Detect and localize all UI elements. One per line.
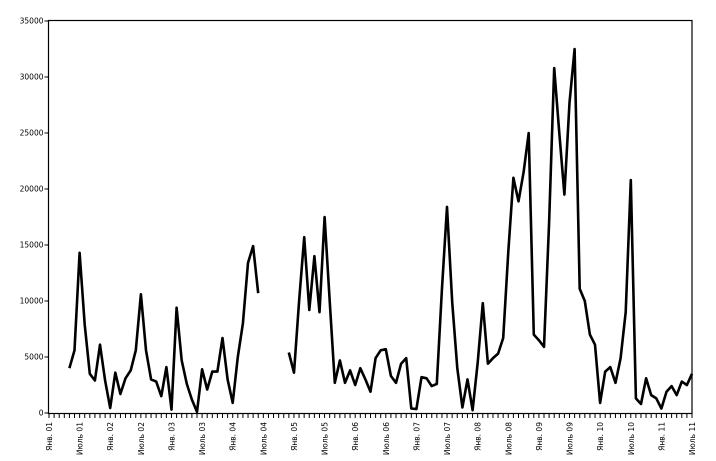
y-axis: 0 5000 10000 15000 20000 25000 30000 35000 <box>20 17 49 418</box>
x-tick-label: Июль 11 <box>688 422 697 455</box>
y-tick-label: 10000 <box>20 297 44 306</box>
x-tick-label: Июль 02 <box>137 422 146 455</box>
x-tick-label: Июль 09 <box>566 422 575 455</box>
x-tick-label: Янв. 02 <box>106 422 115 451</box>
y-tick-label: 20000 <box>20 185 44 194</box>
y-tick-label: 15000 <box>20 241 44 250</box>
x-tick-label: Янв. 09 <box>535 422 544 451</box>
x-tick-label: Янв. 10 <box>596 422 605 451</box>
x-tick-label: Янв. 03 <box>167 422 176 451</box>
x-tick-label: Янв. 06 <box>351 422 360 451</box>
x-tick-label: Июль 05 <box>321 422 330 455</box>
x-tick-label: Июль 06 <box>382 422 391 455</box>
y-tick-label: 25000 <box>20 129 44 138</box>
x-tick-label: Июль 07 <box>443 422 452 455</box>
y-tick-label: 0 <box>39 409 44 418</box>
x-tick-label: Июль 01 <box>76 422 85 455</box>
y-tick-label: 30000 <box>20 73 44 82</box>
data-line <box>68 47 694 414</box>
x-tick-label: Янв. 01 <box>45 422 54 451</box>
x-tick-label: Июль 04 <box>259 422 268 455</box>
x-tick-label: Июль 03 <box>198 422 207 455</box>
x-tick-label: Янв. 04 <box>229 422 238 451</box>
x-tick-label: Июль 10 <box>627 422 636 455</box>
x-tick-label: Янв. 11 <box>657 422 666 451</box>
series-line <box>68 47 694 414</box>
x-tick-label: Июль 08 <box>504 422 513 455</box>
x-tick-label: Янв. 08 <box>474 422 483 451</box>
y-tick-label: 5000 <box>24 353 43 362</box>
x-axis: Янв. 01 Июль 01 Янв. 02 Июль 02 Янв. 03 Июль … <box>45 413 697 455</box>
x-tick-label: Янв. 05 <box>290 422 299 451</box>
y-tick-label: 35000 <box>20 17 44 26</box>
x-tick-label: Янв. 07 <box>412 422 421 451</box>
